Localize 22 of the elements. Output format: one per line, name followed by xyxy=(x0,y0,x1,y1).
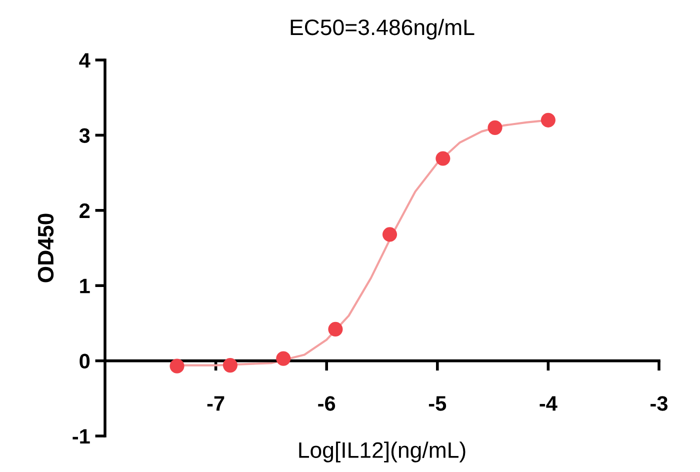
point xyxy=(488,120,502,135)
point xyxy=(276,351,291,366)
y-tick-label: 0 xyxy=(80,354,90,369)
y-tick-label: -1 xyxy=(72,429,90,444)
point xyxy=(436,151,450,166)
y-tick-label: 4 xyxy=(79,53,90,68)
x-axis-title: Log[IL12](ng/mL) xyxy=(299,442,466,462)
y-tick-label: 2 xyxy=(80,203,90,218)
point xyxy=(328,322,343,336)
chart-title: EC50=3.486ng/mL xyxy=(290,18,474,40)
x-tick-label: -5 xyxy=(428,396,446,411)
y-tick-label: 1 xyxy=(80,278,90,294)
point xyxy=(222,358,238,373)
y-tick-label: 3 xyxy=(79,128,90,143)
point xyxy=(382,227,398,242)
x-tick-label: -3 xyxy=(650,396,668,411)
x-tick-label: -7 xyxy=(207,396,224,411)
point xyxy=(540,112,556,128)
point xyxy=(170,358,184,374)
x-tick-label: -6 xyxy=(318,396,336,411)
x-tick-label: -4 xyxy=(540,396,558,411)
y-axis-title: OD450 xyxy=(38,214,54,282)
